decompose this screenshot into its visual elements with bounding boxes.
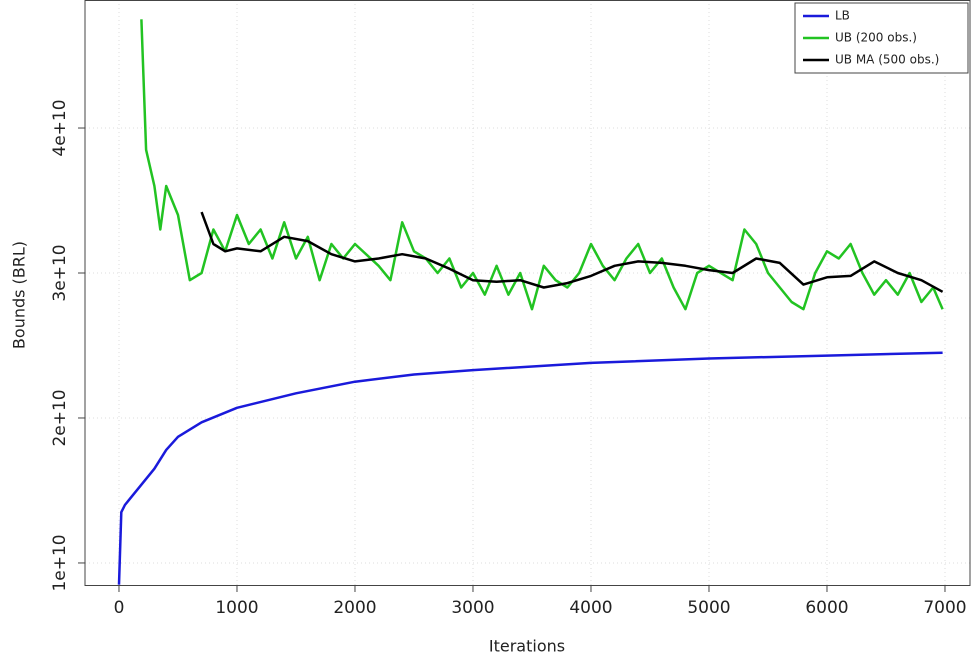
x-tick-label: 4000 [569, 598, 612, 618]
x-tick-label: 2000 [333, 598, 376, 618]
x-tick-label: 6000 [805, 598, 848, 618]
y-tick-label: 1e+10 [50, 534, 70, 591]
x-tick-label: 5000 [687, 598, 730, 618]
series-line [117, 351, 943, 585]
plot-series [117, 19, 944, 585]
legend-label: UB MA (500 obs.) [835, 53, 939, 67]
y-tick-label: 2e+10 [50, 389, 70, 446]
x-tick-label: 3000 [451, 598, 494, 618]
legend-label: UB (200 obs.) [835, 31, 917, 45]
x-tick-label: 7000 [923, 598, 966, 618]
series-line [140, 19, 944, 311]
y-tick-label: 3e+10 [50, 244, 70, 301]
x-axis-label: Iterations [489, 637, 565, 656]
legend-box [794, 2, 969, 74]
y-tick-label: 4e+10 [50, 99, 70, 156]
plot-frame [84, 0, 971, 586]
legend-label: LB [835, 9, 850, 23]
x-tick-label: 0 [114, 598, 125, 618]
series-line [200, 211, 944, 293]
y-axis-label: Bounds (BRL) [10, 241, 29, 349]
x-tick-label: 1000 [215, 598, 258, 618]
